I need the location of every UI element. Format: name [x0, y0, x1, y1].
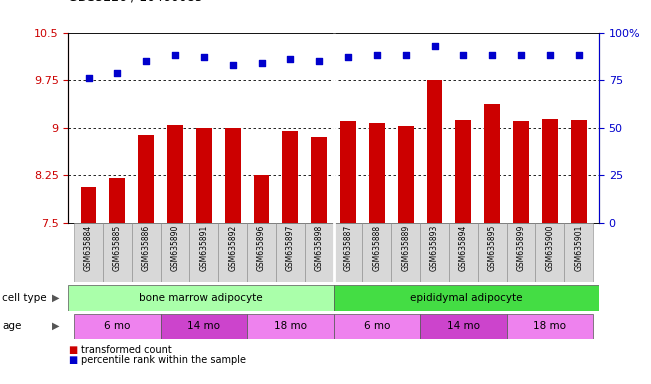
Bar — [311, 137, 327, 223]
Text: 6 mo: 6 mo — [104, 321, 131, 331]
Bar — [132, 223, 161, 282]
Text: GSM635900: GSM635900 — [546, 225, 555, 271]
Bar — [247, 223, 276, 282]
Text: 18 mo: 18 mo — [274, 321, 307, 331]
Point — [83, 75, 94, 81]
Bar — [103, 223, 132, 282]
Text: transformed count: transformed count — [81, 345, 172, 355]
Bar — [536, 223, 564, 282]
Bar — [305, 223, 333, 282]
Bar — [74, 223, 103, 282]
Bar — [571, 120, 587, 223]
Bar — [167, 124, 183, 223]
Bar — [333, 285, 599, 311]
Bar — [426, 80, 443, 223]
Bar — [420, 223, 449, 282]
Text: age: age — [2, 321, 21, 331]
Bar — [189, 223, 218, 282]
Text: GSM635901: GSM635901 — [574, 225, 583, 271]
Point — [343, 54, 353, 60]
Text: bone marrow adipocyte: bone marrow adipocyte — [139, 293, 263, 303]
Text: GSM635894: GSM635894 — [459, 225, 468, 271]
Text: GSM635896: GSM635896 — [257, 225, 266, 271]
Bar — [506, 223, 536, 282]
Text: GSM635891: GSM635891 — [199, 225, 208, 271]
Bar — [456, 120, 471, 223]
Point — [285, 56, 296, 62]
Bar — [81, 187, 96, 223]
Point — [141, 58, 152, 64]
Bar — [513, 121, 529, 223]
Text: GSM635897: GSM635897 — [286, 225, 295, 271]
Point — [574, 52, 584, 58]
Point — [487, 52, 497, 58]
Bar — [484, 104, 500, 223]
Bar — [398, 126, 413, 223]
Text: GSM635885: GSM635885 — [113, 225, 122, 271]
Text: percentile rank within the sample: percentile rank within the sample — [81, 355, 246, 365]
Text: GSM635898: GSM635898 — [314, 225, 324, 271]
Bar — [449, 223, 478, 282]
Bar — [369, 122, 385, 223]
Bar — [254, 175, 270, 223]
Bar — [340, 121, 356, 223]
Point — [227, 62, 238, 68]
Text: epididymal adipocyte: epididymal adipocyte — [410, 293, 523, 303]
Text: 14 mo: 14 mo — [187, 321, 221, 331]
Text: 18 mo: 18 mo — [533, 321, 566, 331]
Text: GSM635887: GSM635887 — [344, 225, 353, 271]
Point — [112, 70, 122, 76]
Bar — [74, 314, 161, 339]
Text: GSM635884: GSM635884 — [84, 225, 93, 271]
Bar — [225, 128, 241, 223]
Bar — [109, 179, 125, 223]
Text: GSM635889: GSM635889 — [401, 225, 410, 271]
Bar — [391, 223, 420, 282]
Point — [545, 52, 555, 58]
Text: ■: ■ — [68, 345, 77, 355]
Text: cell type: cell type — [2, 293, 47, 303]
Point — [400, 52, 411, 58]
Text: GSM635899: GSM635899 — [516, 225, 525, 271]
Point — [314, 58, 324, 64]
Bar — [283, 131, 298, 223]
Text: GSM635892: GSM635892 — [229, 225, 237, 271]
Text: GSM635893: GSM635893 — [430, 225, 439, 271]
Bar — [247, 314, 333, 339]
Text: 14 mo: 14 mo — [447, 321, 480, 331]
Bar — [161, 314, 247, 339]
Text: 6 mo: 6 mo — [364, 321, 390, 331]
Bar — [542, 119, 558, 223]
Bar — [564, 223, 593, 282]
Point — [458, 52, 469, 58]
Bar — [420, 314, 506, 339]
Point — [372, 52, 382, 58]
Text: ■: ■ — [68, 355, 77, 365]
Bar — [138, 135, 154, 223]
Bar — [196, 128, 212, 223]
Point — [256, 60, 267, 66]
Text: ▶: ▶ — [52, 321, 60, 331]
Point — [199, 54, 209, 60]
Text: GDS5226 / 10460085: GDS5226 / 10460085 — [68, 0, 203, 4]
Text: ▶: ▶ — [52, 293, 60, 303]
Bar — [68, 285, 333, 311]
Text: GSM635888: GSM635888 — [372, 225, 381, 271]
Bar — [363, 223, 391, 282]
Bar — [333, 223, 363, 282]
Text: GSM635890: GSM635890 — [171, 225, 180, 271]
Point — [516, 52, 526, 58]
Bar — [276, 223, 305, 282]
Bar — [506, 314, 593, 339]
Bar — [478, 223, 506, 282]
Point — [430, 43, 440, 49]
Bar — [161, 223, 189, 282]
Text: GSM635895: GSM635895 — [488, 225, 497, 271]
Bar — [333, 314, 420, 339]
Point — [170, 52, 180, 58]
Text: GSM635886: GSM635886 — [142, 225, 151, 271]
Bar — [218, 223, 247, 282]
